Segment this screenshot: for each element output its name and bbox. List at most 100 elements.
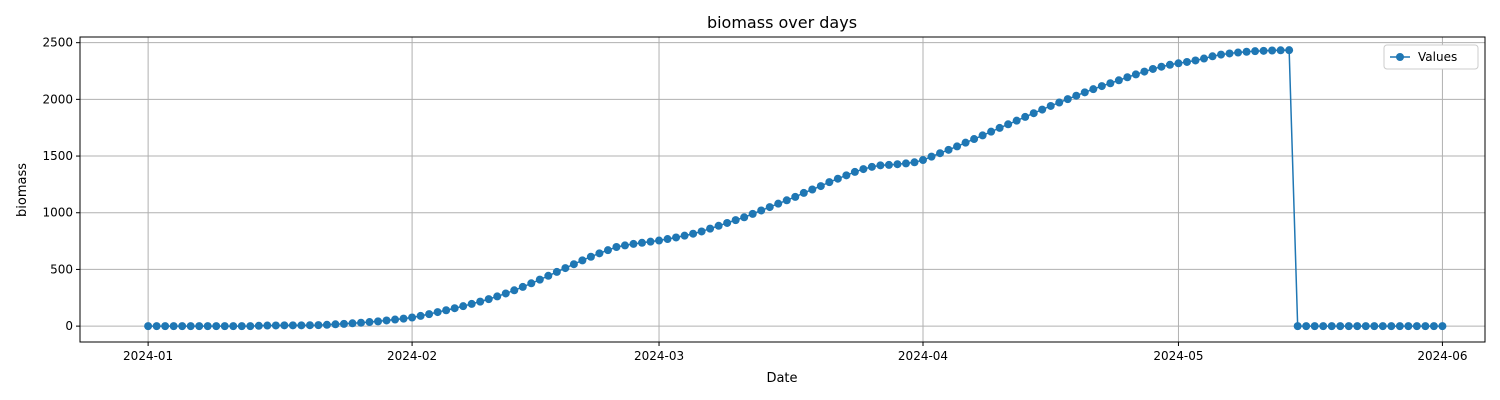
data-point bbox=[237, 322, 246, 331]
data-point bbox=[1157, 62, 1166, 71]
data-point bbox=[229, 322, 238, 331]
data-point bbox=[1234, 48, 1243, 57]
data-point bbox=[919, 156, 927, 165]
chart-title: biomass over days bbox=[707, 13, 857, 32]
data-point bbox=[297, 321, 306, 330]
data-point bbox=[271, 321, 280, 330]
data-point bbox=[425, 310, 434, 319]
data-point bbox=[535, 275, 544, 284]
data-point bbox=[1310, 322, 1319, 331]
data-point bbox=[518, 282, 527, 291]
data-point bbox=[1293, 322, 1302, 331]
x-tick-label: 2024-04 bbox=[898, 349, 948, 363]
data-point bbox=[1276, 46, 1285, 55]
data-point bbox=[663, 235, 672, 244]
data-point bbox=[476, 297, 485, 306]
data-point bbox=[220, 322, 229, 331]
data-point bbox=[927, 152, 936, 161]
data-point bbox=[910, 158, 919, 167]
data-point bbox=[1387, 322, 1396, 331]
data-point bbox=[1378, 322, 1387, 331]
data-point bbox=[1165, 60, 1174, 69]
y-tick-label: 0 bbox=[65, 319, 73, 333]
data-point bbox=[433, 308, 442, 317]
data-point bbox=[970, 135, 979, 144]
data-point bbox=[867, 162, 876, 171]
data-point bbox=[689, 229, 698, 238]
data-point bbox=[195, 322, 204, 331]
data-point bbox=[169, 322, 178, 331]
data-point bbox=[544, 271, 553, 280]
data-point bbox=[212, 322, 221, 331]
y-tick-label: 500 bbox=[50, 262, 73, 276]
data-point bbox=[808, 185, 817, 194]
data-point bbox=[1208, 52, 1217, 61]
data-point bbox=[731, 216, 740, 225]
x-axis-label: Date bbox=[766, 371, 797, 386]
data-point bbox=[1344, 322, 1353, 331]
data-point bbox=[1097, 82, 1106, 91]
data-point bbox=[1217, 50, 1226, 59]
y-tick-label: 1000 bbox=[42, 206, 73, 220]
data-point bbox=[1404, 322, 1413, 331]
data-point bbox=[331, 320, 340, 329]
data-point bbox=[1327, 322, 1336, 331]
data-point bbox=[1438, 322, 1447, 331]
data-point bbox=[1336, 322, 1345, 331]
data-point bbox=[1412, 322, 1421, 331]
data-point bbox=[348, 319, 357, 328]
legend-marker bbox=[1396, 53, 1404, 61]
data-point bbox=[1012, 116, 1021, 125]
data-point bbox=[254, 321, 263, 330]
x-tick-label: 2024-03 bbox=[634, 349, 684, 363]
data-point bbox=[1421, 322, 1430, 331]
data-point bbox=[586, 252, 595, 261]
data-point bbox=[1259, 46, 1268, 55]
y-tick-label: 2000 bbox=[42, 92, 73, 106]
y-tick-label: 2500 bbox=[42, 36, 73, 50]
data-point bbox=[552, 267, 561, 276]
data-point bbox=[774, 199, 783, 208]
data-point bbox=[1302, 322, 1311, 331]
data-point bbox=[680, 231, 689, 240]
data-point bbox=[791, 192, 800, 201]
data-point bbox=[161, 322, 170, 331]
data-point bbox=[782, 196, 791, 205]
data-point bbox=[408, 313, 417, 322]
data-point bbox=[748, 209, 757, 218]
data-point bbox=[1131, 70, 1140, 79]
data-point bbox=[884, 160, 893, 169]
data-point bbox=[629, 239, 638, 248]
data-point bbox=[620, 241, 629, 250]
data-point bbox=[1055, 98, 1064, 107]
data-point bbox=[876, 161, 885, 170]
data-point bbox=[493, 292, 502, 301]
data-point bbox=[825, 178, 834, 187]
data-point bbox=[944, 145, 953, 154]
data-point bbox=[1395, 322, 1404, 331]
x-tick-label: 2024-02 bbox=[387, 349, 437, 363]
data-point bbox=[1021, 112, 1030, 121]
data-point bbox=[144, 322, 153, 331]
data-point bbox=[833, 174, 842, 183]
series-line bbox=[148, 49, 1443, 327]
data-point bbox=[1038, 105, 1047, 114]
data-point bbox=[1353, 322, 1362, 331]
data-point bbox=[178, 322, 187, 331]
data-point bbox=[467, 299, 476, 308]
data-point bbox=[893, 160, 902, 169]
data-point bbox=[1063, 95, 1072, 104]
data-point bbox=[1029, 109, 1038, 118]
data-point bbox=[305, 321, 314, 330]
data-point bbox=[1174, 59, 1183, 68]
x-tick-label: 2024-05 bbox=[1153, 349, 1203, 363]
data-point bbox=[459, 302, 468, 311]
data-point bbox=[850, 167, 859, 176]
data-point bbox=[357, 318, 365, 327]
data-point bbox=[1200, 54, 1208, 63]
data-point bbox=[510, 286, 519, 295]
data-point bbox=[374, 317, 383, 326]
data-point bbox=[646, 237, 655, 246]
data-point bbox=[382, 316, 391, 325]
